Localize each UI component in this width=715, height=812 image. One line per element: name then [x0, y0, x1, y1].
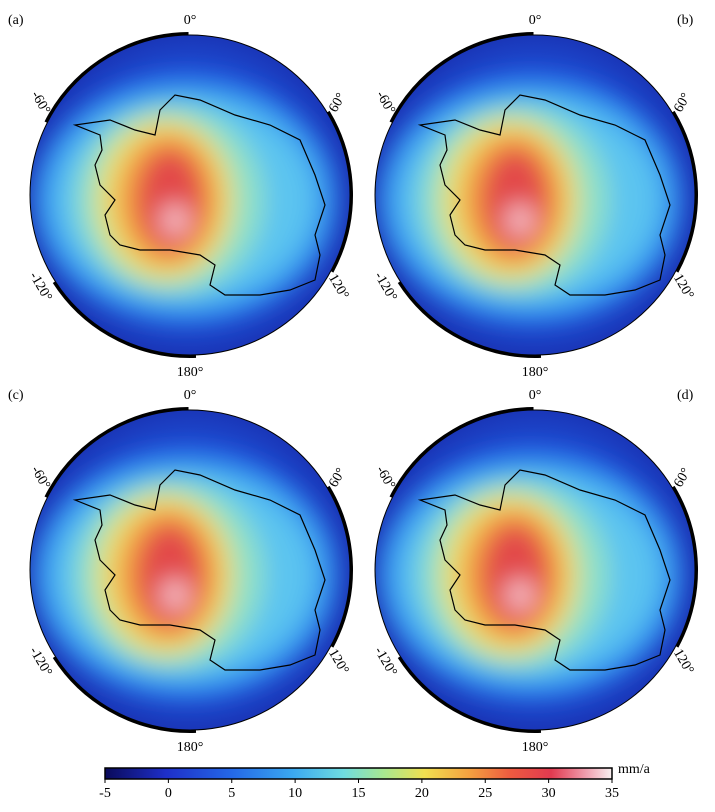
frame-thick: [372, 407, 698, 733]
colorbar-tick-label: 10: [288, 786, 302, 801]
longitude-label: 180°: [522, 740, 549, 755]
longitude-label: 0°: [184, 388, 197, 403]
colorbar-tick-label: 35: [605, 786, 619, 801]
longitude-label: 0°: [529, 388, 542, 403]
longitude-label: 120°: [670, 272, 696, 303]
field: [380, 80, 680, 320]
contour: [481, 523, 549, 627]
field: [380, 455, 680, 695]
panel-label: (a): [8, 13, 24, 28]
colorbar-tick-label: 25: [478, 786, 492, 801]
longitude-label: 180°: [522, 365, 549, 380]
longitude-label: 120°: [325, 647, 351, 678]
longitude-label: 180°: [177, 740, 204, 755]
frame-thick: [27, 406, 353, 733]
contour: [161, 579, 189, 611]
field: [35, 455, 335, 695]
panel-label: (d): [677, 388, 694, 403]
frame: [29, 409, 351, 731]
frame: [374, 409, 696, 731]
map-panel: [30, 35, 350, 355]
longitude-label: -60°: [28, 89, 53, 118]
contour: [506, 204, 534, 236]
colorbar-tick-label: -5: [99, 786, 111, 801]
map-panel: [375, 35, 695, 355]
longitude-label: 120°: [325, 272, 351, 303]
coastline: [72, 94, 326, 296]
frame: [29, 34, 351, 356]
panel-label: (c): [8, 388, 24, 403]
coastline: [417, 469, 671, 671]
contour: [481, 148, 549, 252]
longitude-label: 120°: [670, 647, 696, 678]
contour: [136, 148, 204, 252]
colorbar-tick-label: 5: [228, 786, 235, 801]
coastline: [417, 94, 671, 296]
longitude-label: -60°: [373, 464, 398, 493]
colorbar-tick-label: 15: [352, 786, 366, 801]
frame-thick: [372, 32, 698, 358]
colorbar: [104, 767, 613, 780]
longitude-label: -120°: [26, 270, 55, 305]
contour: [161, 204, 189, 236]
colorbar-unit: mm/a: [618, 762, 651, 777]
longitude-label: -60°: [373, 89, 398, 118]
colorbar-tick-label: 20: [415, 786, 429, 801]
longitude-label: 0°: [529, 13, 542, 28]
longitude-label: -120°: [26, 645, 55, 680]
colorbar-tick-label: 0: [165, 786, 172, 801]
longitude-label: -120°: [371, 270, 400, 305]
contour: [506, 579, 534, 611]
longitude-label: -120°: [371, 645, 400, 680]
longitude-label: 0°: [184, 13, 197, 28]
frame: [374, 34, 696, 356]
frame-thick: [27, 32, 353, 358]
contour: [136, 523, 204, 627]
field: [35, 80, 335, 320]
panel-label: (b): [677, 13, 694, 28]
map-panel: [30, 410, 350, 730]
longitude-label: -60°: [28, 464, 53, 493]
longitude-label: 180°: [177, 365, 204, 380]
colorbar-tick-label: 30: [542, 786, 556, 801]
coastline: [72, 469, 326, 671]
map-panel: [375, 410, 695, 730]
